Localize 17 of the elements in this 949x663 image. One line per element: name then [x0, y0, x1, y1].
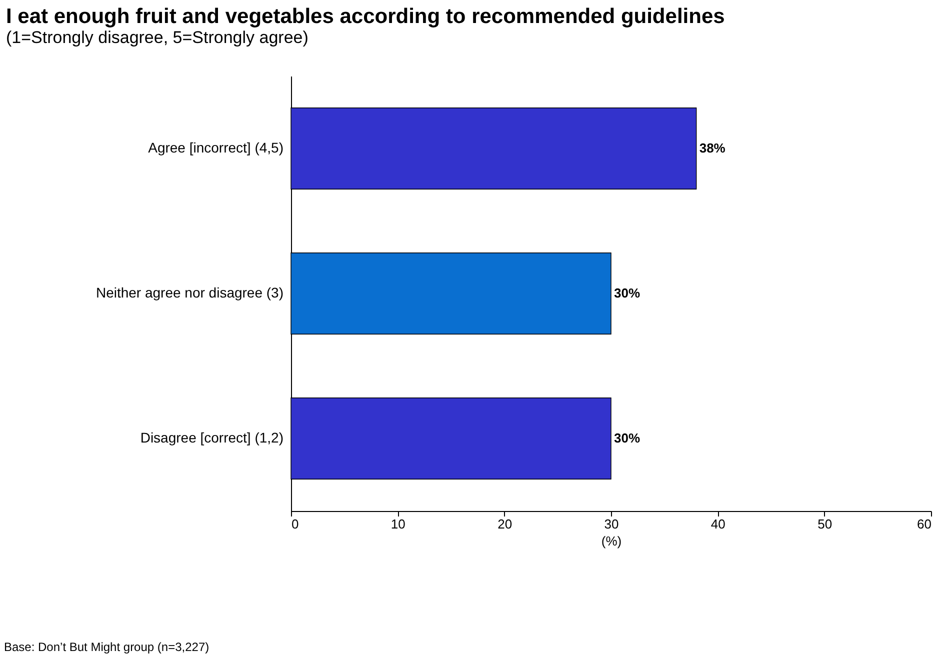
x-tick-label: 60 — [917, 516, 932, 532]
x-tick-label: 10 — [390, 516, 406, 532]
x-tick-label: 30 — [604, 516, 619, 532]
data-label: 30% — [614, 286, 640, 300]
data-label: 38% — [699, 140, 726, 156]
x-tick-label: 0 — [292, 516, 299, 532]
y-tick-label: Agree [incorrect] (4,5) — [148, 140, 284, 156]
data-label: 30% — [614, 430, 640, 446]
chart-subtitle: (1=Strongly disagree, 5=Strongly agree) — [6, 28, 308, 47]
x-tick-label: 20 — [498, 516, 512, 532]
x-tick-label: 50 — [818, 516, 832, 532]
chart-title: I eat enough fruit and vegetables according to recommended guidelines — [6, 5, 725, 28]
x-axis-title: (%) — [601, 534, 622, 548]
text: Base: Don’t But Might group (n=3,227) — [4, 640, 210, 654]
y-tick-label: Neither agree nor disagree (3) — [96, 284, 284, 300]
x-tick-label: 40 — [710, 516, 726, 532]
y-tick-label: Disagree [correct] (1,2) — [140, 430, 284, 446]
